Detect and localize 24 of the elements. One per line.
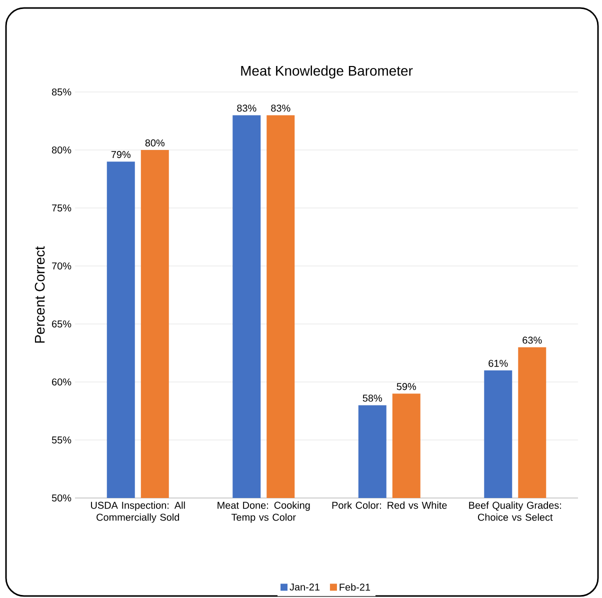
y-tick-label: 55% bbox=[52, 436, 72, 444]
data-label: 63% bbox=[522, 336, 542, 344]
data-label: 80% bbox=[145, 139, 165, 146]
x-tick-label: Pork Color: Red vs White bbox=[332, 502, 447, 509]
data-label: 61% bbox=[488, 360, 508, 367]
y-tick-label: 85% bbox=[52, 88, 72, 96]
y-tick-label: 75% bbox=[52, 204, 72, 212]
data-label: 83% bbox=[271, 104, 290, 112]
legend-label: Feb-21 bbox=[340, 583, 370, 591]
y-tick-label: 70% bbox=[52, 262, 72, 270]
legend-label: Jan-21 bbox=[290, 584, 320, 591]
data-label: 58% bbox=[362, 394, 382, 402]
x-tick-label: Meat Done: Cooking Temp vs Color bbox=[218, 502, 310, 523]
y-axis-title: Percent Correct bbox=[34, 246, 45, 343]
y-tick-label: 60% bbox=[52, 378, 72, 386]
y-tick-label: 65% bbox=[52, 320, 72, 328]
x-tick-label: Beef Quality Grades: Choice vs Select bbox=[469, 502, 561, 521]
y-tick-label: 80% bbox=[52, 146, 72, 154]
x-tick-label: USDA Inspection: All Commercially Sold bbox=[91, 502, 185, 523]
data-label: 59% bbox=[396, 383, 416, 390]
data-label: 79% bbox=[111, 151, 131, 158]
data-label: 83% bbox=[237, 104, 256, 112]
chart-title: Meat Knowledge Barometer bbox=[241, 65, 413, 78]
y-tick-label: 50% bbox=[52, 494, 72, 502]
